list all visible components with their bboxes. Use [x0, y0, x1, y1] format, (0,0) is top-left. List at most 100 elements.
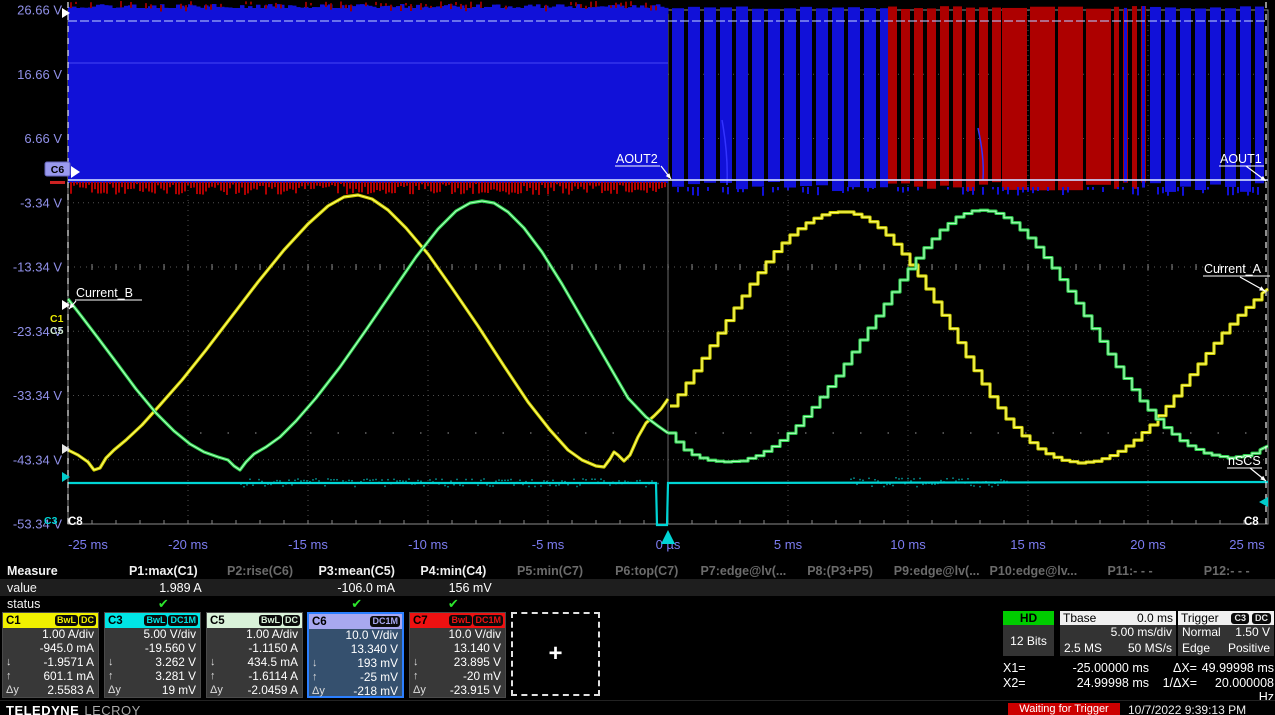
timebase-box[interactable]: Tbase 0.0 ms 5.00 ms/div 2.5 MS 50 MS/s: [1060, 611, 1176, 656]
channel-id-label: C1: [6, 614, 21, 627]
cursor-x1-value: ↓ -1.9571 A: [6, 654, 94, 669]
coupling-badge[interactable]: DC: [79, 615, 96, 626]
pwm-layer: [68, 1, 1268, 196]
fx-label: 1/ΔX=: [1162, 675, 1197, 690]
channel-scale: 5.00 V/div: [143, 627, 196, 641]
channel-box-c5[interactable]: C5 BwL DC 1.00 A/div -1.1150 A ↓ 434.5 mA ↑ -1.6…: [206, 612, 303, 698]
measure-param-p9[interactable]: P9:edge@lv(...: [893, 563, 980, 578]
x-axis-label: -20 ms: [168, 537, 208, 552]
c6-arrow-marker[interactable]: [71, 166, 80, 178]
delta-y-icon: Δy: [108, 683, 121, 696]
channel-id-label: C7: [413, 614, 428, 627]
x2-value: 24.99998 ms: [1076, 675, 1149, 690]
c5-zero-marker[interactable]: [62, 300, 70, 310]
y-axis-label: 16.66 V: [17, 67, 62, 82]
timebase-delay: 0.0 ms: [1136, 611, 1173, 625]
c1-zero-marker[interactable]: [62, 444, 70, 454]
cursor-dy-value: Δy 2.5583 A: [6, 682, 94, 697]
status-bar: TELEDYNE LECROY Waiting for Trigger 10/7/…: [0, 700, 1275, 715]
c3-corner-label[interactable]: C3: [44, 515, 58, 527]
measure-param-p2[interactable]: P2:rise(C6): [227, 563, 293, 578]
c6-offset-marker[interactable]: [44, 161, 71, 177]
cursor-readout: X1= -25.00000 ms ΔX= 49.99998 ms X2= 24.…: [1003, 661, 1274, 704]
cursor-x2-value: ↑ -20 mV: [413, 668, 501, 683]
channel-box-c3[interactable]: C3 BwL DC1M 5.00 V/div -19.560 V ↓ 3.262 V ↑ 3.2…: [104, 612, 201, 698]
y-axis-label: -53.34 V: [13, 517, 62, 532]
trigger-source-badge[interactable]: DC: [1252, 612, 1271, 624]
delta-y-icon: Δy: [413, 683, 426, 696]
hd-mode-box[interactable]: HD 12 Bits: [1003, 611, 1054, 656]
up-arrow-icon: ↑: [6, 669, 12, 682]
trigger-mode: Normal: [1182, 625, 1221, 639]
channel-box-c6[interactable]: C6 DC1M 10.0 V/div 13.340 V ↓ 193 mV ↑ -25 mV Δy…: [307, 612, 404, 698]
channel-box-c1[interactable]: C1 BwL DC 1.00 A/div -945.0 mA ↓ -1.9571 A ↑ 601…: [2, 612, 99, 698]
delta-y-icon: Δy: [6, 683, 19, 696]
measure-param-p5[interactable]: P5:min(C7): [517, 563, 584, 578]
measure-param-p8[interactable]: P8:(P3+P5): [807, 563, 873, 578]
channel-offset: -945.0 mA: [39, 640, 94, 655]
channel-offset: 13.340 V: [350, 641, 398, 656]
x-axis-label: -25 ms: [68, 537, 108, 552]
measure-value-row: value 1.989 A -106.0 mA 156 mV: [0, 579, 1275, 596]
measure-param-p11[interactable]: P11:- - -: [1107, 563, 1153, 578]
measure-param-p4[interactable]: P4:min(C4): [420, 563, 487, 578]
x1-value: -25.00000 ms: [1072, 661, 1149, 675]
coupling-badge[interactable]: BwL: [449, 615, 473, 626]
axis-labels-layer: 26.66 V 16.66 V 6.66 V -3.34 V -13.34 V -23.3…: [13, 3, 1265, 553]
x-axis-label: -10 ms: [408, 537, 448, 552]
c3-right-marker[interactable]: [1259, 497, 1268, 507]
channel-scale: 10.0 V/div: [448, 627, 501, 641]
down-arrow-icon: ↓: [108, 655, 114, 668]
trigger-box[interactable]: Trigger C3 DC Normal 1.50 V Edge Positive: [1178, 611, 1274, 656]
c8-corner-label-right[interactable]: C8: [1244, 516, 1259, 528]
cursor-top-marker[interactable]: [62, 8, 70, 18]
nscs-label: nSCS: [1228, 454, 1261, 468]
coupling-badge[interactable]: DC1M: [473, 615, 503, 626]
measure-param-p7[interactable]: P7:edge@lv(...: [700, 563, 787, 578]
c5-edge-label[interactable]: C5: [50, 325, 64, 337]
measure-status-check-p1: ✔: [157, 595, 169, 611]
trigger-type: Edge: [1182, 640, 1211, 655]
cursor-x2-value: ↑ -25 mV: [312, 669, 398, 684]
c1-edge-label[interactable]: C1: [50, 313, 64, 325]
measure-status-check-p3: ✔: [351, 595, 363, 611]
measure-param-p3[interactable]: P3:mean(C5): [318, 563, 395, 578]
trigger-time-marker[interactable]: [661, 530, 675, 544]
coupling-badge[interactable]: BwL: [259, 615, 282, 626]
c8-corner-label-left[interactable]: C8: [68, 516, 83, 528]
up-arrow-icon: ↑: [108, 669, 114, 682]
y-axis-label: -23.34 V: [13, 324, 62, 339]
channel-offset: -19.560 V: [144, 640, 196, 655]
coupling-badge[interactable]: DC1M: [370, 616, 400, 627]
coupling-badge[interactable]: DC1M: [168, 615, 198, 626]
down-arrow-icon: ↓: [6, 655, 12, 668]
timebase-scale: 5.00 ms/div: [1110, 625, 1172, 639]
timebase-rate: 50 MS/s: [1127, 640, 1172, 655]
cursor-dy-value: Δy -2.0459 A: [210, 682, 298, 697]
waveform-display[interactable]: 26.66 V 16.66 V 6.66 V -3.34 V -13.34 V -23.3…: [0, 0, 1275, 560]
coupling-badge[interactable]: BwL: [144, 615, 168, 626]
coupling-badge[interactable]: DC: [283, 615, 300, 626]
add-channel-button[interactable]: +: [511, 612, 600, 696]
channel-box-c7[interactable]: C7 BwL DC1M 10.0 V/div 13.140 V ↓ 23.895 V ↑ -20…: [409, 612, 506, 698]
delta-y-icon: Δy: [210, 683, 223, 696]
aout1-label: AOUT1: [1220, 152, 1262, 166]
trigger-source-badge[interactable]: C3: [1231, 612, 1249, 624]
measure-param-p12[interactable]: P12:- - -: [1203, 563, 1250, 578]
measure-param-p6[interactable]: P6:top(C7): [615, 563, 679, 578]
measure-param-p1[interactable]: P1:max(C1): [128, 563, 198, 578]
coupling-badge[interactable]: BwL: [55, 615, 78, 626]
cursor-x1-value: ↓ 23.895 V: [413, 654, 501, 669]
y-axis-label: 6.66 V: [24, 131, 62, 146]
trigger-level: 1.50 V: [1235, 625, 1270, 639]
measure-status-row: status ✔ ✔ ✔: [0, 596, 1275, 611]
c3-zero-marker[interactable]: [62, 472, 70, 482]
cursor-layer[interactable]: [67, 2, 1267, 524]
measure-value-p3: -106.0 mA: [337, 580, 396, 595]
timebase-title: Tbase: [1063, 611, 1097, 625]
current-b-label: Current_B: [76, 286, 133, 300]
cursor-x2-value: ↑ 3.281 V: [108, 668, 196, 683]
trigger-slope: Positive: [1227, 640, 1270, 655]
measure-param-p10[interactable]: P10:edge@lv...: [989, 563, 1078, 578]
